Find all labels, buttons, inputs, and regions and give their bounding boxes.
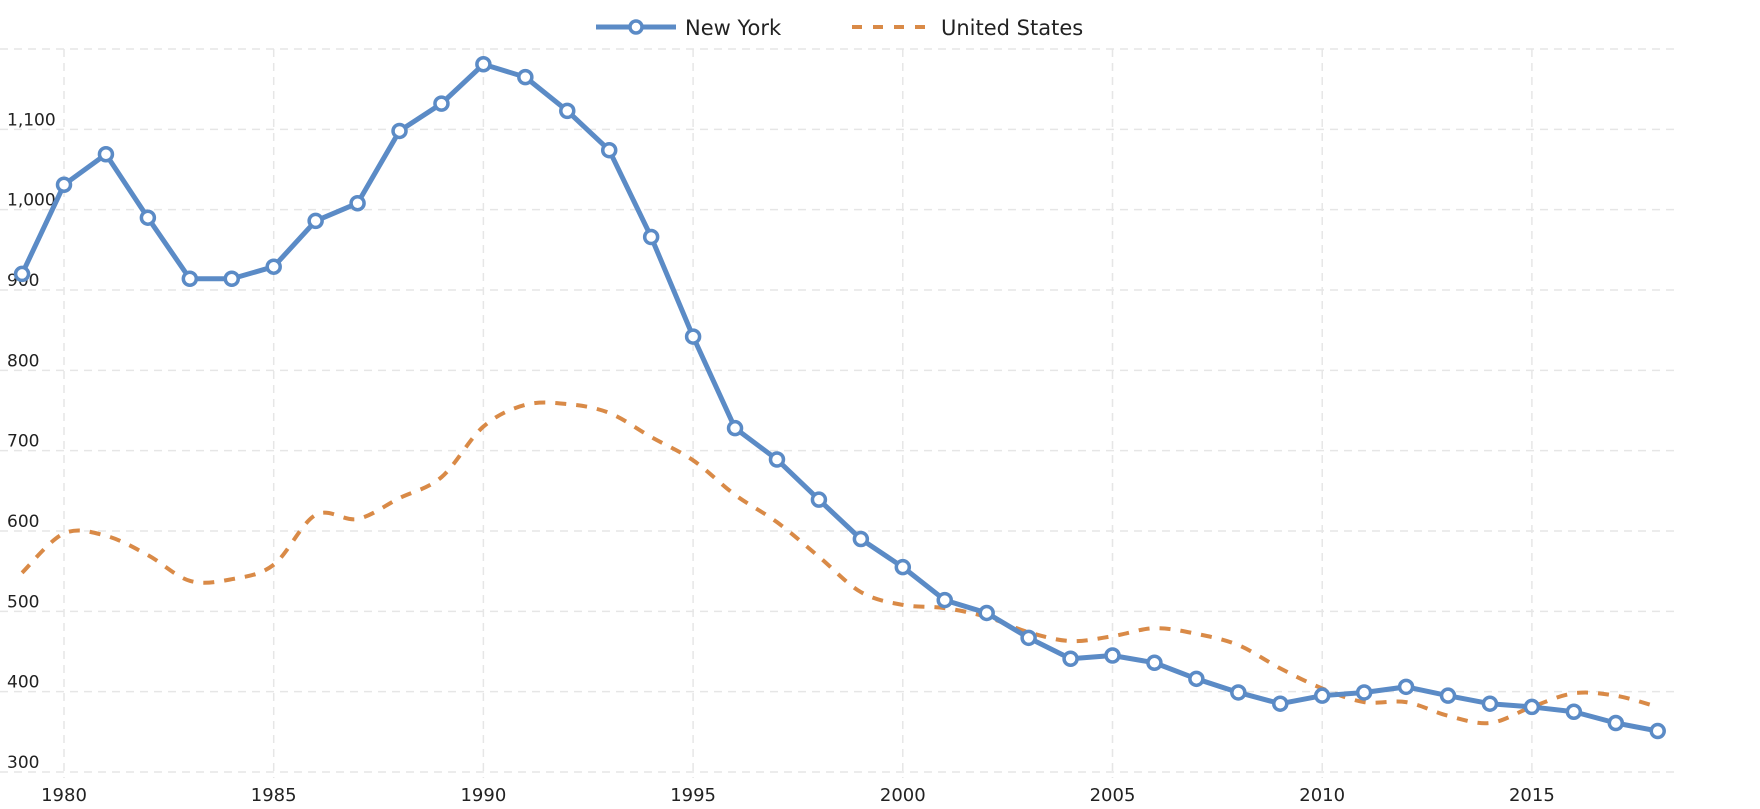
data-point[interactable] [1439,687,1457,704]
data-point[interactable] [307,212,324,230]
data-point[interactable] [768,451,786,468]
x-tick-label: 2015 [1509,785,1555,806]
data-point[interactable] [517,68,534,86]
data-point[interactable] [810,491,828,508]
legend-label-new-york: New York [685,16,782,40]
data-point[interactable] [894,558,912,576]
line-united-states [20,400,1659,726]
data-point[interactable] [726,419,744,437]
data-point[interactable] [1272,695,1289,712]
data-point[interactable] [642,228,660,246]
line-new-york [19,61,1659,734]
data-point[interactable] [1104,647,1121,664]
x-tick-label: 2010 [1299,785,1345,806]
x-tick-label: 1980 [41,785,87,806]
data-point[interactable] [1313,687,1331,704]
data-point[interactable] [936,591,953,609]
data-point[interactable] [1607,714,1625,732]
data-point[interactable] [1481,695,1499,712]
data-point[interactable] [684,328,702,345]
data-point[interactable] [181,270,199,288]
data-point[interactable] [97,145,115,163]
data-point[interactable] [223,270,241,288]
data-point[interactable] [852,530,870,548]
y-tick-label: 800 [7,351,39,371]
data-point[interactable] [13,265,31,283]
data-point[interactable] [1649,722,1666,740]
data-point[interactable] [1397,678,1415,696]
series-new-york [13,56,1666,740]
y-tick-label: 1,000 [7,191,56,211]
x-axis: 1980 1985 1990 1995 2000 2005 2010 2015 [41,785,1555,806]
data-point[interactable] [559,102,576,120]
y-tick-label: 500 [7,592,39,612]
series-layer [13,56,1666,740]
data-point[interactable] [475,56,492,73]
y-tick-label: 600 [7,512,39,532]
data-point[interactable] [1188,670,1205,688]
data-point[interactable] [978,604,995,622]
data-point[interactable] [1062,650,1079,667]
x-tick-label: 2000 [880,785,926,806]
data-point[interactable] [349,194,366,212]
data-point[interactable] [1355,684,1373,701]
legend-label-united-states: United States [941,16,1083,40]
data-point[interactable] [139,209,157,226]
data-point[interactable] [1565,703,1583,720]
series-united-states [20,400,1659,726]
data-point[interactable] [1523,698,1541,716]
data-point[interactable] [1230,684,1247,701]
data-point[interactable] [433,95,450,112]
legend: New York United States [596,16,1083,40]
y-tick-label: 400 [7,673,39,693]
data-point[interactable] [265,258,282,275]
data-point[interactable] [1146,654,1163,671]
y-tick-label: 1,100 [7,110,56,130]
data-point[interactable] [1020,629,1037,647]
x-tick-label: 1990 [460,785,506,806]
legend-marker-icon [628,19,644,35]
x-tick-label: 1985 [251,785,297,806]
data-point[interactable] [600,141,618,159]
y-tick-label: 700 [7,432,39,452]
grid-layer [0,48,1680,778]
x-tick-label: 2005 [1090,785,1136,806]
legend-item-new-york[interactable]: New York [596,16,782,40]
y-tick-label: 300 [7,753,39,773]
x-tick-label: 1995 [670,785,716,806]
data-point[interactable] [55,176,73,194]
legend-item-united-states[interactable]: United States [852,16,1083,40]
data-point[interactable] [391,122,408,140]
